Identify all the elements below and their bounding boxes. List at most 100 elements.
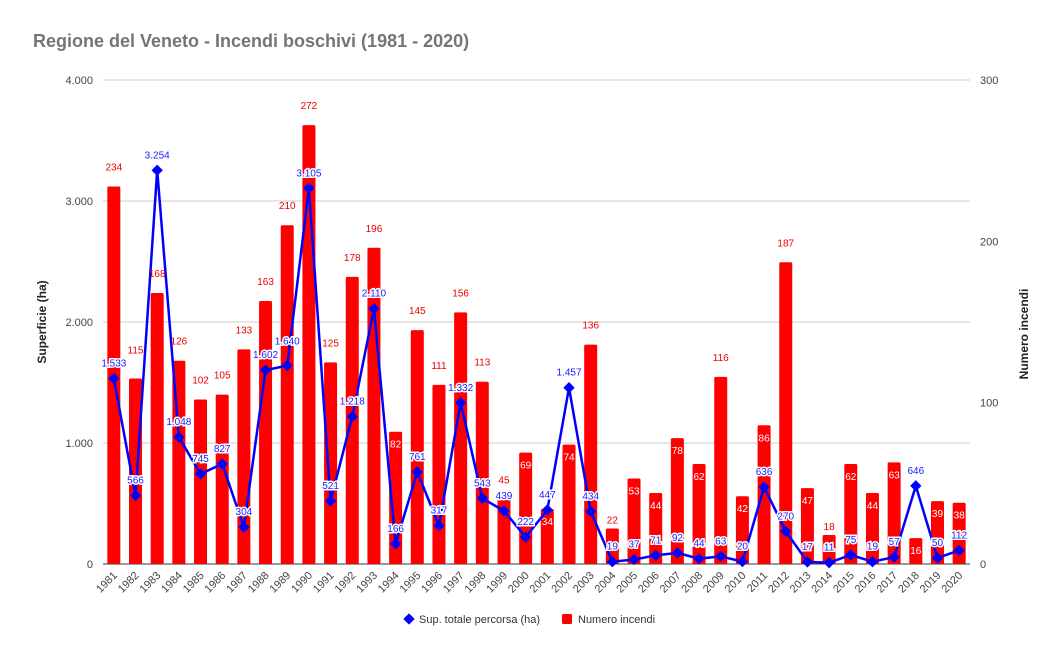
line-data-label: 50 [932,538,944,549]
line-marker [259,364,272,376]
bar [540,509,554,564]
line-marker [888,551,900,563]
bar-data-label: 113 [474,358,490,369]
x-tick-label: 1996 [419,570,445,596]
x-tick-label: 1990 [289,570,315,596]
bar [475,381,489,564]
legend-marker-bar [562,614,572,624]
line-data-label: 566 [127,476,144,487]
line-data-label: 543 [474,478,491,489]
bar-data-label: 34 [542,517,554,528]
bar-data-label: 210 [279,201,296,212]
bar-data-label: 44 [650,501,662,512]
line-data-label: 1.218 [340,397,365,408]
line-marker [346,410,358,423]
x-tick-label: 2009 [701,570,727,596]
line-marker [953,544,965,557]
line-marker [281,359,293,372]
line-data-label: 317 [431,506,448,517]
x-tick-label: 2019 [918,570,944,596]
x-tick-label: 1989 [268,570,294,596]
line-marker [671,547,684,559]
bar [887,462,901,564]
line-marker [454,397,467,409]
x-tick-label: 2010 [723,570,749,596]
bar [150,292,164,564]
line-data-label: 11 [824,543,835,554]
line-marker [389,538,402,550]
bar-data-label: 187 [777,238,794,249]
bar-data-label: 102 [192,375,209,386]
line-marker [650,549,662,562]
line-marker [498,505,510,517]
bar [215,394,229,564]
x-tick-label: 1997 [441,570,467,596]
bar [649,493,663,564]
bar-data-label: 62 [694,472,706,483]
x-tick-label: 2012 [766,570,792,596]
x-tick-label: 1991 [311,570,337,596]
x-tick-label: 2004 [593,570,619,596]
x-tick-label: 2002 [549,570,575,596]
line-marker [368,303,380,315]
x-tick-label: 1982 [116,570,142,596]
line-data-label: 646 [907,466,924,477]
x-tick-label: 1986 [203,570,229,596]
y-tick-label: 3.000 [65,196,93,208]
x-tick-label: 1988 [246,570,272,596]
bar-data-label: 69 [520,461,532,472]
line-marker [693,553,705,565]
line-marker [780,525,792,537]
line-data-label: 44 [694,539,706,550]
line-marker [628,553,640,566]
bar [497,491,511,564]
bar-data-label: 47 [802,496,814,507]
x-tick-label: 1992 [333,570,359,596]
line-marker [736,555,749,568]
y2-tick-label: 300 [980,75,998,87]
bar-data-label: 133 [236,325,253,336]
bar-data-label: 86 [759,433,771,444]
line-marker [324,495,337,507]
line-data-label: 222 [517,517,534,528]
line-data-label: 447 [539,490,556,501]
x-tick-label: 2003 [571,570,597,596]
y-tick-label: 4.000 [65,75,93,87]
bar [280,225,294,564]
bar [432,384,446,564]
line-series [112,170,960,564]
line-data-label: 37 [628,540,640,551]
bar-data-label: 111 [431,361,447,372]
x-tick-label: 1993 [354,570,380,596]
bar [714,376,728,564]
x-tick-label: 1985 [181,570,207,596]
line-data-label: 521 [322,481,339,492]
x-tick-label: 2001 [528,570,554,596]
x-tick-label: 1987 [224,570,250,596]
bar-data-label: 82 [390,440,402,451]
bar-data-label: 136 [582,321,599,332]
line-marker [931,552,944,564]
bar-data-label: 125 [322,338,339,349]
bar-data-label: 38 [954,511,966,522]
x-tick-label: 2017 [874,570,900,596]
y2-axis-title: Numero incendi [1017,289,1031,380]
bar [844,463,858,564]
line-data-label: 63 [715,536,727,547]
y-tick-label: 0 [87,559,93,571]
line-data-label: 20 [737,542,749,553]
x-tick-label: 2018 [896,570,922,596]
y-tick-label: 2.000 [65,317,93,329]
line-marker [910,480,922,492]
line-marker [303,182,315,194]
x-tick-label: 1994 [376,570,402,596]
x-tick-label: 1995 [398,570,424,596]
bar-data-label: 178 [344,253,361,264]
bar-data-label: 115 [128,345,144,356]
x-tick-label: 2007 [658,570,684,596]
x-tick-label: 2015 [831,570,857,596]
x-tick-label: 1984 [159,570,185,596]
line-marker [151,164,163,176]
line-data-label: 1.332 [448,383,473,394]
